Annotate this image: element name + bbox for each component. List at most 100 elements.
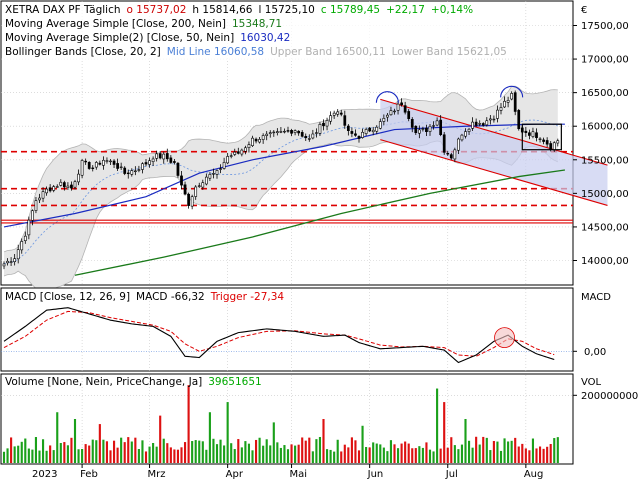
candle-body <box>329 115 332 122</box>
price-legend-value: 15348,71 <box>232 18 282 30</box>
candle-body <box>102 159 105 166</box>
volume-bar <box>290 444 293 463</box>
volume-bar <box>531 438 535 463</box>
price-ytick-label: 17500,00 <box>581 21 629 32</box>
volume-bar <box>183 442 187 463</box>
volume-bar <box>301 437 304 463</box>
candle-body <box>187 193 190 206</box>
price-legend-row: Bollinger Bands [Close, 20, 2] Mid Line 1… <box>5 46 507 58</box>
sma200-line <box>74 169 565 276</box>
candle-body <box>375 126 379 132</box>
volume-bar <box>542 448 545 463</box>
candle-body <box>311 133 315 139</box>
volume-bar <box>283 445 286 463</box>
candle-body <box>339 112 343 115</box>
volume-bar <box>297 444 300 463</box>
candle-body <box>350 131 354 134</box>
volume-bar <box>219 439 222 463</box>
volume-bar <box>489 450 492 463</box>
candle-body <box>2 263 6 267</box>
candle-body <box>478 123 482 125</box>
volume-bar <box>524 448 527 463</box>
x-year-label: 2023 <box>32 469 57 480</box>
candle-body <box>45 188 48 194</box>
macd-ytick-label: 0,00 <box>584 347 606 358</box>
volume-bar <box>428 449 432 463</box>
macd-legend-value: Trigger -27,34 <box>210 291 285 303</box>
price-legend-value: Mid Line 16060,58 <box>167 46 264 58</box>
price-legend-bg <box>2 2 472 60</box>
volume-bar <box>191 441 194 463</box>
candle-body <box>528 132 531 136</box>
candle-body <box>87 162 91 169</box>
candle-body <box>538 138 542 140</box>
candle-body <box>421 128 425 130</box>
candle-body <box>449 154 453 159</box>
volume-bar <box>503 438 506 463</box>
candle-body <box>517 110 521 130</box>
volume-bar <box>102 439 105 463</box>
candle-body <box>389 110 393 116</box>
volume-bar <box>20 441 23 463</box>
volume-bar <box>556 437 559 463</box>
candle-body <box>34 200 38 211</box>
volume-bar <box>350 437 353 463</box>
candle-body <box>226 156 230 164</box>
price-legend-value: Upper Band 16500,11 <box>270 46 386 58</box>
candle-body <box>91 167 95 170</box>
volume-bar <box>152 442 155 463</box>
candle-body <box>48 187 52 192</box>
volume-bar <box>45 450 48 463</box>
candle-body <box>432 125 435 127</box>
macd-panel-title: MACD <box>581 292 611 303</box>
volume-bar <box>450 437 453 463</box>
candle-body <box>368 127 372 132</box>
volume-bar <box>482 436 485 463</box>
candle-body <box>275 131 279 133</box>
trend-channel-lower <box>380 139 608 206</box>
candle-body <box>197 185 201 187</box>
volume-bar <box>418 446 421 463</box>
volume-bar <box>10 437 13 463</box>
candle-body <box>343 115 347 126</box>
volume-bar <box>478 444 481 463</box>
candle-body <box>307 138 311 140</box>
candle-body <box>261 135 265 140</box>
candle-body <box>268 132 272 134</box>
candle-body <box>400 102 403 106</box>
macd-trigger-line <box>3 310 555 357</box>
candle-body <box>130 170 134 175</box>
volume-bar <box>496 441 499 463</box>
candle-body <box>446 152 450 155</box>
candle-body <box>460 134 464 141</box>
volume-bar <box>233 449 236 463</box>
volume-bar <box>510 440 513 463</box>
consolidation-box <box>521 123 562 151</box>
volume-bar <box>286 449 290 463</box>
volume-bar <box>77 449 80 463</box>
macd-legend-label: MACD [Close, 12, 26, 9] <box>5 291 130 303</box>
price-legend-row: XETRA DAX PF Täglich o 15737,02 h 15814,66… <box>5 4 473 16</box>
volume-bar <box>425 442 428 463</box>
volume-bar <box>166 443 169 463</box>
volume-bar <box>343 444 346 463</box>
volume-bar <box>73 419 77 463</box>
volume-bar <box>27 448 30 463</box>
candle-body <box>52 186 56 191</box>
volume-bar <box>59 443 62 463</box>
volume-bar <box>347 447 350 463</box>
macd-signal-circle <box>494 327 515 349</box>
volume-bar <box>230 443 233 463</box>
candle-body <box>144 162 148 165</box>
volume-bar <box>407 443 410 463</box>
candle-body <box>407 111 411 119</box>
volume-bar <box>265 439 268 463</box>
volume-bar <box>485 437 488 463</box>
candle-body <box>556 140 560 144</box>
volume-bar <box>389 440 393 463</box>
candle-body <box>155 153 159 159</box>
candle-body <box>23 235 27 241</box>
volume-bar <box>223 445 226 463</box>
candle-body <box>535 132 538 138</box>
volume-bar <box>460 444 464 463</box>
